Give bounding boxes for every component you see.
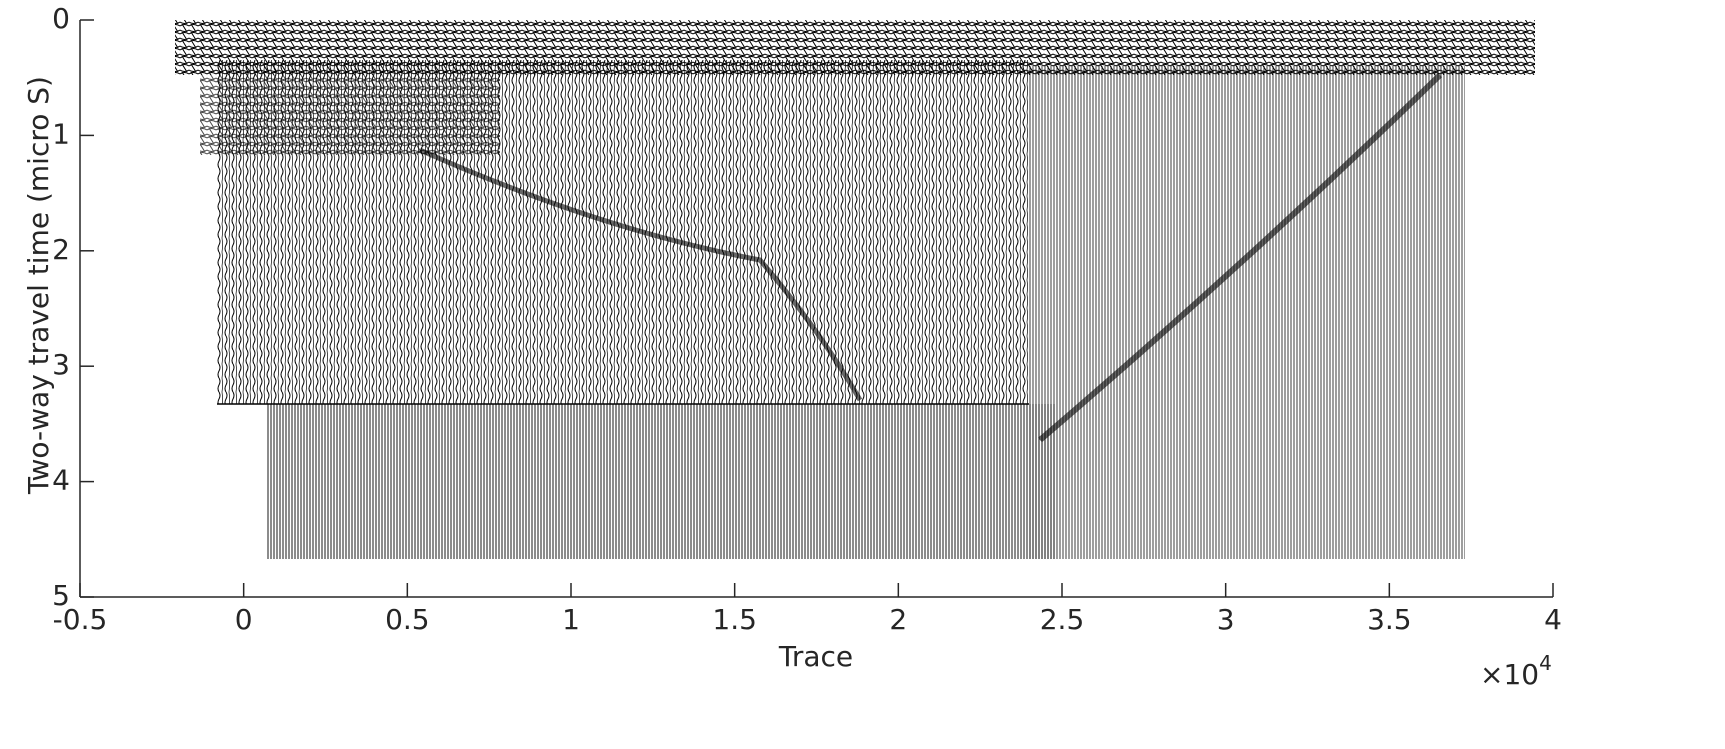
y-axis-label: Two-way travel time (micro S) [22, 76, 55, 495]
x-tick-label: 4 [1544, 603, 1562, 636]
x-tick-label: 1.5 [712, 603, 757, 636]
x-tick-label: 1 [562, 603, 580, 636]
x-tick-label: 0.5 [385, 603, 430, 636]
x-tick-label: 2 [889, 603, 907, 636]
trace-region [1029, 66, 1465, 559]
x-tick-label: 3.5 [1367, 603, 1412, 636]
x-multiplier: ×104 [1480, 651, 1552, 692]
y-tick-label: 4 [52, 464, 70, 497]
trace-region [200, 75, 500, 155]
y-tick-label: 0 [52, 2, 70, 35]
x-axis-label: Trace [778, 640, 853, 673]
reflection [1038, 72, 1443, 443]
y-tick-label: 2 [52, 233, 70, 266]
x-tick-label: -0.5 [53, 603, 108, 636]
seismic-traces [175, 20, 1535, 559]
y-tick-label: 1 [52, 117, 70, 150]
x-multiplier-base: ×10 [1480, 658, 1539, 691]
y-tick-label: 3 [52, 348, 70, 381]
y-tick-label: 5 [52, 579, 70, 612]
reflection [418, 147, 863, 402]
trace-region [266, 404, 1055, 559]
x-tick-label: 3 [1217, 603, 1235, 636]
x-tick-label: 2.5 [1040, 603, 1085, 636]
trace-region [175, 20, 1535, 75]
x-multiplier-power: 4 [1539, 651, 1552, 675]
x-tick-label: 0 [235, 603, 253, 636]
